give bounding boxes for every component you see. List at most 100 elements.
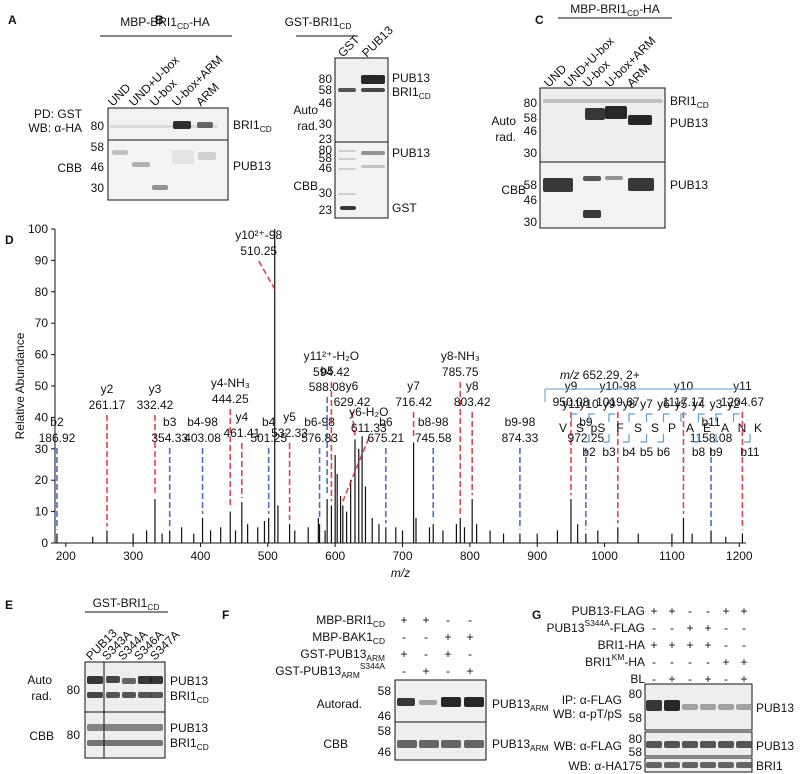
band (112, 150, 128, 155)
text-part: PUB13 (233, 159, 271, 173)
band (543, 99, 663, 103)
marker-label: 58 (91, 140, 105, 154)
ion-label: y3 (149, 382, 162, 396)
text-part: PUB13 (756, 701, 794, 715)
band-label: BRI1CD (170, 689, 209, 705)
sign: + (668, 672, 675, 686)
blot (84, 661, 166, 713)
band (152, 185, 168, 190)
text-part: 652.29, 2+ (579, 368, 639, 382)
band (700, 741, 716, 748)
leader-line (351, 411, 356, 436)
y-ion-label: y11 (562, 397, 581, 411)
y-ion-bracket (680, 413, 687, 422)
mz-label: 675.21 (367, 431, 404, 445)
band (87, 692, 103, 698)
marker-label: 30 (524, 215, 538, 229)
sign: + (422, 664, 429, 678)
b-ion-label: b8 (692, 445, 706, 459)
y-ion-label: y6 (657, 397, 670, 411)
y-ion-label: y9 (603, 397, 616, 411)
y-tick-label: 60 (35, 348, 49, 362)
mz-label: 745.58 (415, 431, 452, 445)
text-part: BRI1 (170, 689, 197, 703)
text-part: MBP-BAK1 (312, 630, 373, 644)
x-tick-label: 900 (527, 549, 547, 563)
ion-label: y4-NH₃ (211, 376, 250, 390)
probe-label: Auto (491, 114, 516, 128)
text-part: ARM (530, 703, 549, 713)
row-label: PUB13S344A-FLAG (546, 618, 645, 635)
sign: + (704, 638, 711, 652)
sign: - (468, 613, 472, 627)
panel-letter: B (155, 13, 164, 27)
text-part: BRI1 (585, 655, 612, 669)
sign: - (688, 672, 692, 686)
band (87, 676, 103, 684)
b-ion-bracket (744, 434, 751, 443)
band (718, 741, 734, 748)
band (361, 88, 385, 92)
probe-label: WB: α-HA (28, 121, 82, 135)
sign: + (722, 655, 729, 669)
y-ion-bracket (588, 413, 595, 422)
mz-label: 186.92 (39, 431, 76, 445)
y-axis-label: Relative Abundance (13, 332, 27, 439)
residue: P (668, 421, 676, 435)
band (628, 178, 654, 191)
band (361, 165, 385, 168)
residue: S (576, 421, 584, 435)
ion-label: b3 (163, 415, 177, 429)
band (646, 741, 662, 748)
mz-label: 950.08 (553, 395, 590, 409)
band-label: BRI1CD (392, 85, 431, 101)
band (361, 75, 385, 84)
sign: - (446, 664, 450, 678)
sign: + (686, 638, 693, 652)
ion-label: y5 (283, 410, 296, 424)
residue: A (721, 421, 729, 435)
band-label: PUB13 (756, 701, 794, 715)
band (543, 178, 573, 192)
sign: + (722, 604, 729, 618)
x-tick-label: 400 (190, 549, 210, 563)
row-label: BL (630, 672, 645, 686)
lane-label: PUB13 (359, 23, 396, 60)
band (106, 692, 120, 698)
sign: - (424, 647, 428, 661)
band (150, 692, 163, 698)
sign: - (742, 621, 746, 635)
mz-label: 874.33 (502, 431, 539, 445)
band-label: PUB13 (670, 116, 708, 130)
ion-label: y8-NH₃ (441, 349, 480, 363)
band (441, 697, 461, 707)
band (585, 108, 605, 120)
marker-label: 80 (629, 687, 643, 701)
blot (334, 57, 389, 143)
marker-label: 80 (67, 728, 81, 742)
sign: - (402, 630, 406, 644)
b-ion-label: b6 (657, 445, 671, 459)
ion-label: b4-98 (187, 415, 218, 429)
band (87, 724, 163, 731)
y-ion-bracket (697, 413, 705, 422)
band (646, 762, 662, 768)
marker-label: 30 (524, 146, 538, 160)
mz-label: 611.33 (351, 421, 387, 435)
row-label: MBP-BRI1CD (316, 613, 385, 629)
mz-label: 403.08 (184, 431, 221, 445)
ion-label: b5 (320, 364, 334, 378)
band (338, 88, 356, 92)
text-part: BRI1 (170, 736, 197, 750)
band (338, 158, 356, 160)
residue: F (616, 421, 623, 435)
residue: V (559, 421, 567, 435)
mz-label: 785.75 (442, 365, 479, 379)
text-part: CD (373, 636, 385, 646)
x-tick-label: 1000 (591, 549, 618, 563)
marker-label: 58 (629, 745, 643, 759)
text-part: GST-BRI1 (285, 15, 340, 29)
text-part: m/z (560, 368, 579, 382)
b-ion-bracket (692, 434, 700, 443)
band (682, 762, 698, 768)
